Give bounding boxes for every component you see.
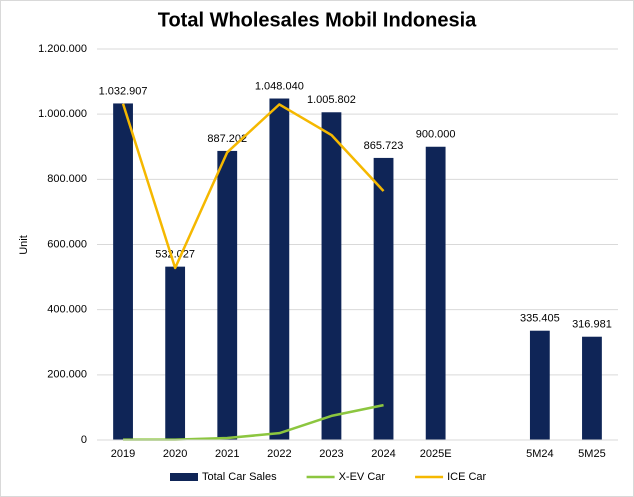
data-label: 1.048.040 — [255, 80, 304, 92]
x-tick-label: 5M24 — [526, 448, 554, 460]
x-tick-label: 2024 — [371, 448, 395, 460]
bar — [373, 157, 394, 441]
legend-label: ICE Car — [447, 471, 486, 483]
y-tick-label: 1.200.000 — [38, 43, 87, 55]
legend-swatch — [170, 473, 198, 481]
bar — [425, 146, 446, 440]
y-tick-label: 1.000.000 — [38, 108, 87, 120]
bar — [165, 266, 186, 440]
bar — [217, 150, 238, 440]
legend-label: Total Car Sales — [202, 471, 277, 483]
x-tick-label: 2023 — [319, 448, 343, 460]
y-tick-label: 800.000 — [47, 173, 87, 185]
data-label: 865.723 — [364, 140, 404, 152]
line — [121, 103, 385, 270]
bar — [321, 112, 342, 440]
bar — [269, 98, 290, 440]
data-label: 1.005.802 — [307, 94, 356, 106]
data-label: 335.405 — [520, 313, 560, 325]
bar — [529, 330, 550, 440]
data-label: 532.027 — [155, 249, 195, 261]
bar — [582, 336, 602, 440]
legend-label: X-EV Car — [339, 471, 386, 483]
bar — [113, 103, 133, 441]
x-tick-label: 2025E — [420, 448, 452, 460]
chart-title: Total Wholesales Mobil Indonesia — [158, 9, 477, 31]
x-tick-label: 2022 — [267, 448, 291, 460]
y-tick-label: 200.000 — [47, 369, 87, 381]
y-tick-label: 400.000 — [47, 304, 87, 316]
data-label: 316.981 — [572, 319, 612, 331]
x-tick-label: 2019 — [111, 448, 135, 460]
y-tick-label: 0 — [81, 434, 87, 446]
data-label: 900.000 — [416, 129, 456, 141]
y-tick-label: 600.000 — [47, 238, 87, 250]
y-axis-label: Unit — [18, 235, 30, 255]
x-tick-label: 2020 — [163, 448, 187, 460]
x-tick-label: 5M25 — [578, 448, 606, 460]
x-tick-label: 2021 — [215, 448, 239, 460]
data-label: 1.032.907 — [99, 85, 148, 97]
